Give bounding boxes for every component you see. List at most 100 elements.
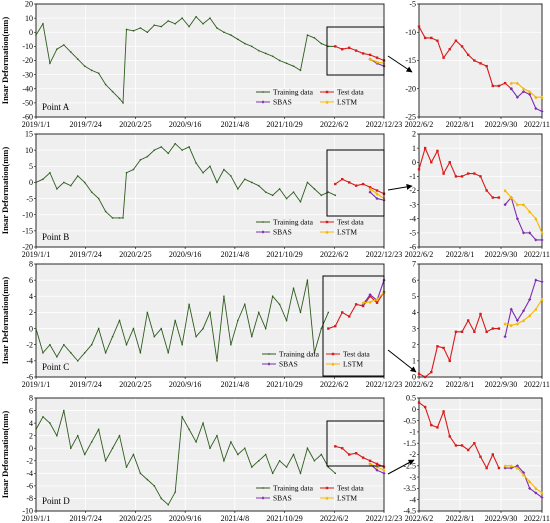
data-point-test	[361, 456, 365, 459]
data-point-lstm	[528, 210, 532, 214]
series-test	[417, 146, 501, 199]
data-point-training	[327, 311, 330, 314]
data-point-training	[125, 28, 128, 31]
x-tick-label: 2022/8/1	[446, 120, 474, 129]
plot-frame	[418, 263, 543, 378]
data-point-test	[375, 301, 379, 304]
data-point-test	[479, 62, 482, 65]
data-point-training	[42, 23, 44, 25]
data-point-training	[63, 344, 65, 346]
y-tick-label: -25	[405, 113, 416, 122]
x-tick-label: 2021/4/8	[221, 380, 249, 389]
data-point-sbas	[528, 297, 532, 302]
data-point-training	[146, 155, 149, 158]
data-point-training	[77, 360, 79, 362]
data-point-sbas	[515, 318, 519, 323]
data-point-test	[460, 330, 464, 333]
legend-marker-training	[262, 487, 264, 489]
series-training	[35, 16, 336, 105]
data-point-test	[467, 448, 470, 452]
data-point-training	[320, 42, 323, 45]
data-point-training	[320, 327, 323, 330]
y-tick-label: 0	[412, 158, 416, 167]
data-point-sbas	[521, 231, 526, 235]
data-point-training	[264, 191, 267, 193]
data-point-sbas	[534, 238, 538, 242]
data-point-training	[285, 466, 288, 468]
data-point-training	[195, 16, 197, 18]
data-point-test	[334, 445, 337, 448]
data-point-training	[42, 352, 44, 354]
data-point-test	[423, 146, 427, 150]
data-point-test	[473, 59, 476, 62]
data-point-training	[167, 352, 169, 354]
data-point-test	[473, 172, 476, 175]
data-point-training	[97, 327, 100, 330]
series-lstm	[368, 57, 386, 65]
legend-marker-training	[268, 353, 270, 355]
data-point-test	[361, 52, 365, 55]
data-point-training	[132, 30, 135, 32]
x-tick-label: 2022/11/29	[524, 250, 550, 259]
x-tick-label: 2022/6/2	[320, 250, 348, 259]
data-point-training	[181, 17, 183, 19]
y-tick-label: 0.5	[406, 394, 416, 403]
data-point-test	[417, 25, 421, 28]
data-point-training	[244, 42, 246, 45]
plot-frame	[418, 3, 543, 118]
x-tick-label: 2019/1/1	[22, 250, 50, 259]
data-point-training	[90, 191, 93, 193]
data-point-training	[104, 210, 107, 213]
data-point-test	[423, 36, 427, 40]
data-point-training	[139, 352, 142, 354]
legend-marker-training	[262, 91, 264, 93]
data-point-training	[195, 335, 197, 338]
data-point-lstm	[368, 57, 372, 61]
data-point-training	[209, 447, 211, 449]
data-point-sbas	[540, 495, 544, 500]
y-tick-label: -2	[26, 456, 33, 465]
legend-label-lstm: LSTM	[337, 494, 357, 503]
data-point-sbas	[528, 231, 532, 235]
data-point-test	[417, 401, 421, 404]
data-point-training	[299, 311, 302, 314]
data-point-sbas	[515, 217, 519, 221]
data-point-training	[125, 466, 128, 468]
data-point-training	[209, 165, 211, 167]
data-point-training	[35, 34, 37, 36]
data-point-test	[454, 39, 458, 42]
data-point-training	[70, 184, 72, 187]
y-tick-label: -4	[26, 357, 33, 366]
data-point-test	[375, 189, 379, 192]
data-point-test	[442, 410, 445, 413]
data-point-test	[430, 161, 433, 164]
data-point-test	[503, 81, 507, 85]
data-point-training	[244, 303, 246, 306]
data-point-test	[442, 346, 445, 350]
y-tick-label: -15	[22, 227, 33, 236]
data-point-sbas	[368, 190, 372, 194]
data-point-lstm	[516, 203, 519, 207]
data-point-training	[90, 69, 93, 72]
data-point-training	[111, 217, 114, 219]
data-point-training	[181, 416, 183, 418]
data-point-training	[181, 149, 183, 151]
data-point-training	[125, 344, 128, 346]
data-point-training	[285, 197, 288, 200]
data-point-training	[188, 25, 190, 28]
y-tick-label: -20	[22, 243, 33, 252]
x-tick-label: 2021/4/8	[221, 514, 249, 523]
data-point-lstm	[375, 465, 379, 469]
y-tick-label: 2	[29, 431, 33, 440]
data-point-test	[454, 444, 458, 447]
data-point-training	[271, 194, 274, 197]
data-point-lstm	[534, 95, 538, 99]
data-point-training	[132, 327, 135, 330]
data-point-test	[361, 182, 365, 186]
data-point-lstm	[509, 81, 513, 85]
data-point-training	[278, 460, 281, 462]
x-tick-label: 2021/10/29	[266, 250, 302, 259]
data-point-training	[216, 434, 218, 437]
data-point-test	[430, 36, 433, 40]
data-point-test	[436, 426, 439, 429]
